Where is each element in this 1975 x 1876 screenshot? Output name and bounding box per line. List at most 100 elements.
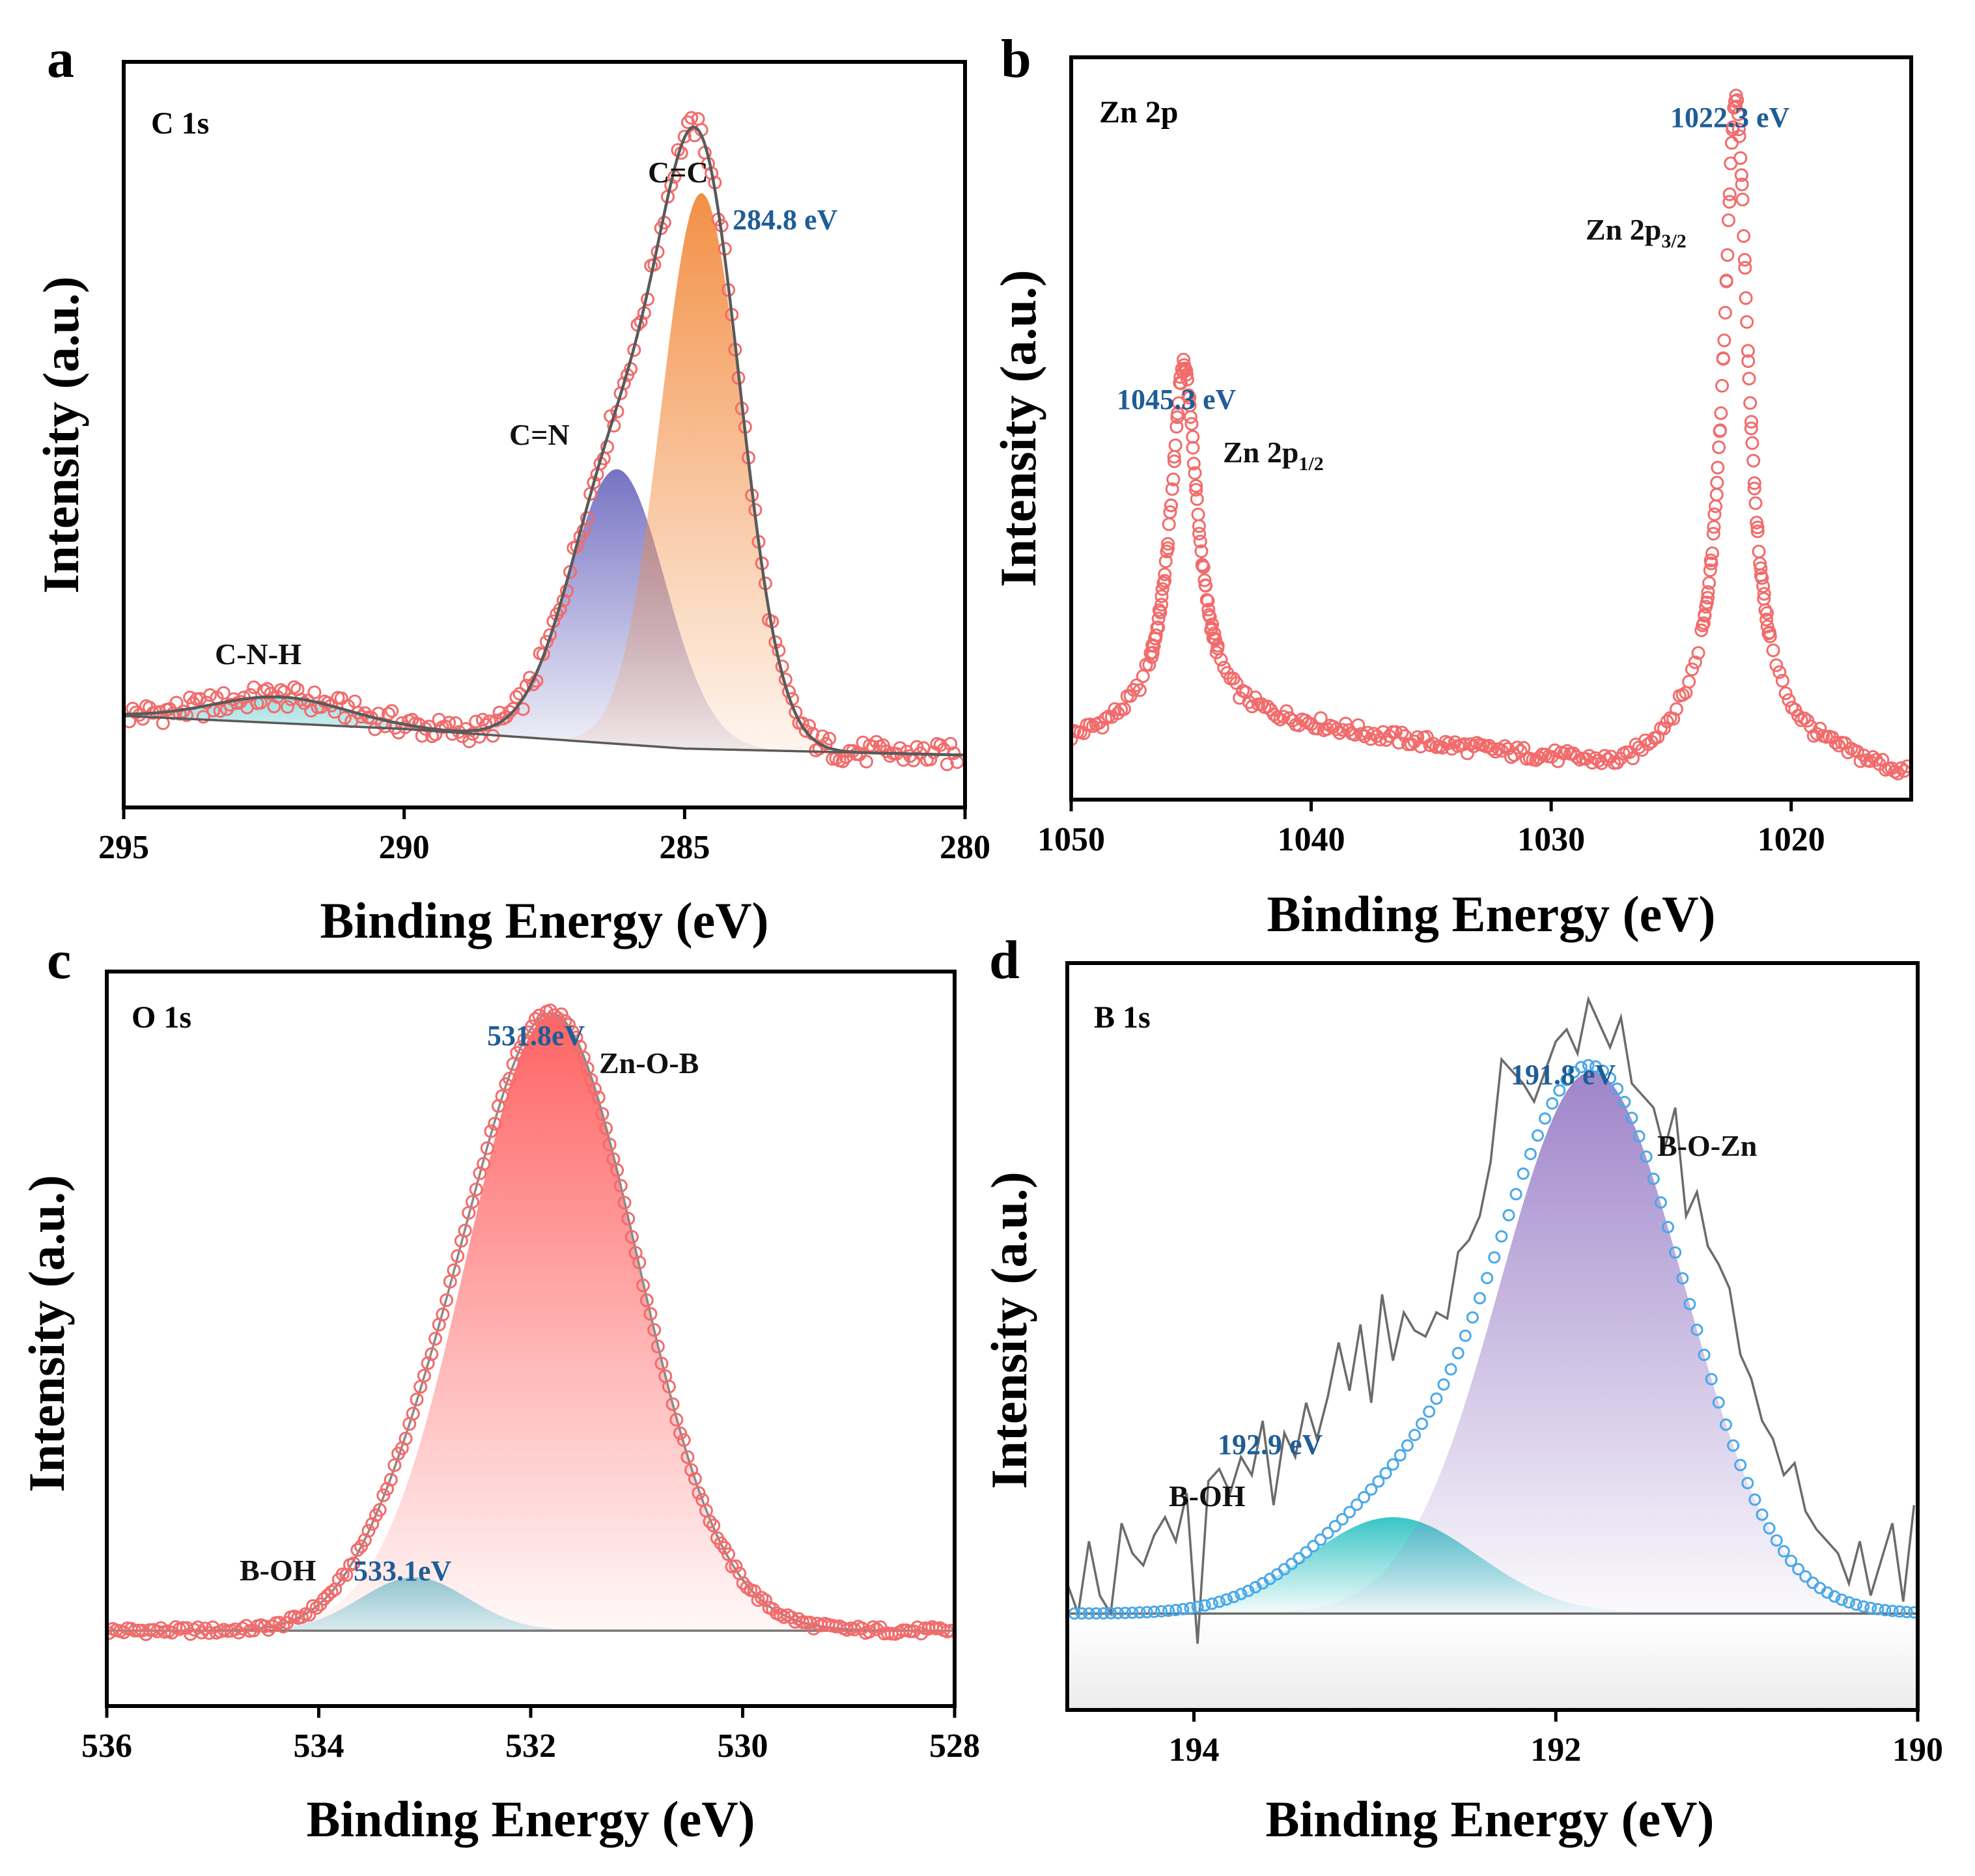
raw-data-point bbox=[1136, 669, 1150, 683]
raw-data-point bbox=[1726, 120, 1740, 134]
fit-envelope-point bbox=[1133, 1606, 1146, 1619]
fit-envelope-point bbox=[1401, 1439, 1414, 1452]
raw-data-point bbox=[1151, 621, 1166, 635]
raw-data-point bbox=[484, 1124, 498, 1138]
raw-data-point bbox=[1733, 151, 1748, 165]
raw-data-line bbox=[1067, 995, 1916, 1644]
raw-data-point bbox=[721, 1547, 735, 1561]
raw-data-point bbox=[417, 1369, 431, 1383]
fit-envelope-point bbox=[1155, 1605, 1168, 1617]
raw-data-point bbox=[1510, 740, 1524, 755]
raw-data-point bbox=[154, 1621, 168, 1635]
raw-data-point bbox=[747, 1584, 761, 1598]
fit-envelope-point bbox=[1640, 1150, 1653, 1163]
x-axis-title: Binding Energy (eV) bbox=[1265, 1791, 1714, 1847]
raw-data-point bbox=[617, 1196, 632, 1210]
raw-data-point bbox=[551, 1011, 565, 1025]
raw-data-point bbox=[1894, 761, 1908, 776]
fit-envelope-point bbox=[1712, 1396, 1725, 1409]
x-tick-label: 1030 bbox=[1517, 821, 1585, 858]
annotation-zn-o-b: Zn-O-B bbox=[599, 1046, 699, 1080]
raw-data-point bbox=[651, 1339, 665, 1354]
fit-envelope-point bbox=[1104, 1606, 1117, 1619]
fit-envelope-point bbox=[1669, 1246, 1682, 1259]
raw-data-point bbox=[1168, 455, 1181, 468]
raw-data-point bbox=[647, 1323, 662, 1337]
raw-data-point bbox=[1164, 498, 1178, 512]
raw-data-point bbox=[1170, 419, 1184, 434]
raw-data-point bbox=[1638, 733, 1653, 748]
raw-data-point bbox=[1754, 561, 1768, 576]
fit-envelope-point bbox=[1886, 1604, 1899, 1617]
plot-frame bbox=[1069, 55, 1913, 802]
raw-data-point bbox=[1715, 378, 1730, 393]
raw-data-point bbox=[1704, 556, 1718, 570]
raw-data-point bbox=[588, 1082, 602, 1096]
fit-envelope-point bbox=[1871, 1603, 1884, 1616]
raw-data-point bbox=[1207, 626, 1222, 641]
x-tick-label: 190 bbox=[1892, 1731, 1943, 1769]
fit-envelope-point bbox=[1748, 1493, 1761, 1506]
panel-title: C 1s bbox=[151, 106, 209, 141]
raw-data-point bbox=[1145, 645, 1160, 660]
x-tick-label: 280 bbox=[940, 829, 990, 866]
raw-data-point bbox=[1700, 595, 1714, 609]
raw-data-point bbox=[480, 1141, 494, 1155]
panel-title: B 1s bbox=[1094, 1000, 1151, 1035]
fit-envelope-point bbox=[1698, 1349, 1711, 1362]
fit-envelope-point bbox=[1386, 1458, 1399, 1471]
fit-envelope-point bbox=[1423, 1405, 1436, 1418]
raw-data-point bbox=[1722, 195, 1737, 209]
raw-data-point bbox=[680, 1450, 695, 1464]
annotation-192-9-ev: 192.9 eV bbox=[1218, 1429, 1323, 1461]
fit-envelope-point bbox=[1075, 1607, 1088, 1620]
raw-data-point bbox=[503, 705, 517, 719]
raw-data-point bbox=[1155, 598, 1169, 612]
raw-data-point bbox=[1744, 415, 1758, 429]
fit-envelope-point bbox=[1481, 1272, 1494, 1285]
raw-data-point bbox=[532, 1009, 546, 1022]
x-axis-title: Binding Energy (eV) bbox=[1267, 886, 1715, 942]
raw-data-point bbox=[624, 1230, 639, 1244]
raw-data-point bbox=[361, 1524, 376, 1538]
raw-data-point bbox=[309, 1601, 324, 1615]
raw-data-point bbox=[1737, 229, 1751, 243]
raw-data-point bbox=[1725, 135, 1739, 150]
fit-envelope-point bbox=[1502, 1209, 1515, 1222]
peak-label-subscript: 1/2 bbox=[1298, 453, 1323, 475]
raw-data-point bbox=[1746, 454, 1761, 468]
raw-data-point bbox=[1149, 628, 1163, 643]
raw-data-point bbox=[547, 1008, 561, 1022]
component-fill-c-n bbox=[124, 469, 965, 755]
raw-data-point bbox=[1117, 702, 1131, 716]
fit-envelope-point bbox=[1126, 1606, 1139, 1619]
fit-envelope-point bbox=[1097, 1607, 1110, 1620]
raw-data-point bbox=[440, 1293, 454, 1308]
fit-envelope-point bbox=[1676, 1272, 1689, 1285]
fit-envelope-point bbox=[1314, 1533, 1327, 1546]
annotation-533-1ev: 533.1eV bbox=[354, 1555, 452, 1587]
raw-data-point bbox=[1698, 609, 1712, 623]
fit-envelope-point bbox=[1140, 1606, 1153, 1619]
raw-data-point bbox=[944, 736, 958, 751]
raw-data-point bbox=[1155, 582, 1170, 596]
x-tick-label: 532 bbox=[505, 1728, 556, 1765]
raw-data-point bbox=[1557, 746, 1571, 761]
raw-data-point bbox=[795, 716, 809, 731]
fit-envelope-point bbox=[1532, 1129, 1544, 1142]
raw-data-point bbox=[1161, 541, 1175, 555]
x-ticks: 536 534 532 530 528 bbox=[81, 1706, 980, 1765]
panel-title: O 1s bbox=[132, 1000, 191, 1035]
raw-data-point bbox=[1158, 574, 1172, 588]
x-tick-label: 1020 bbox=[1758, 821, 1825, 858]
raw-data-point bbox=[451, 1249, 465, 1263]
raw-data-point bbox=[1739, 291, 1753, 305]
raw-data-point bbox=[1205, 617, 1219, 632]
fit-envelope-point bbox=[1785, 1554, 1797, 1567]
annotation-191-8-ev: 191.8 eV bbox=[1511, 1059, 1616, 1091]
raw-data-point bbox=[1161, 537, 1175, 551]
fit-envelope-point bbox=[1509, 1188, 1522, 1201]
peak-label-zn-2p-1-2: Zn 2p1/2 bbox=[1223, 436, 1324, 475]
x-axis-title: Binding Energy (eV) bbox=[320, 892, 768, 949]
peak-label-base: Zn 2p bbox=[1586, 213, 1661, 246]
